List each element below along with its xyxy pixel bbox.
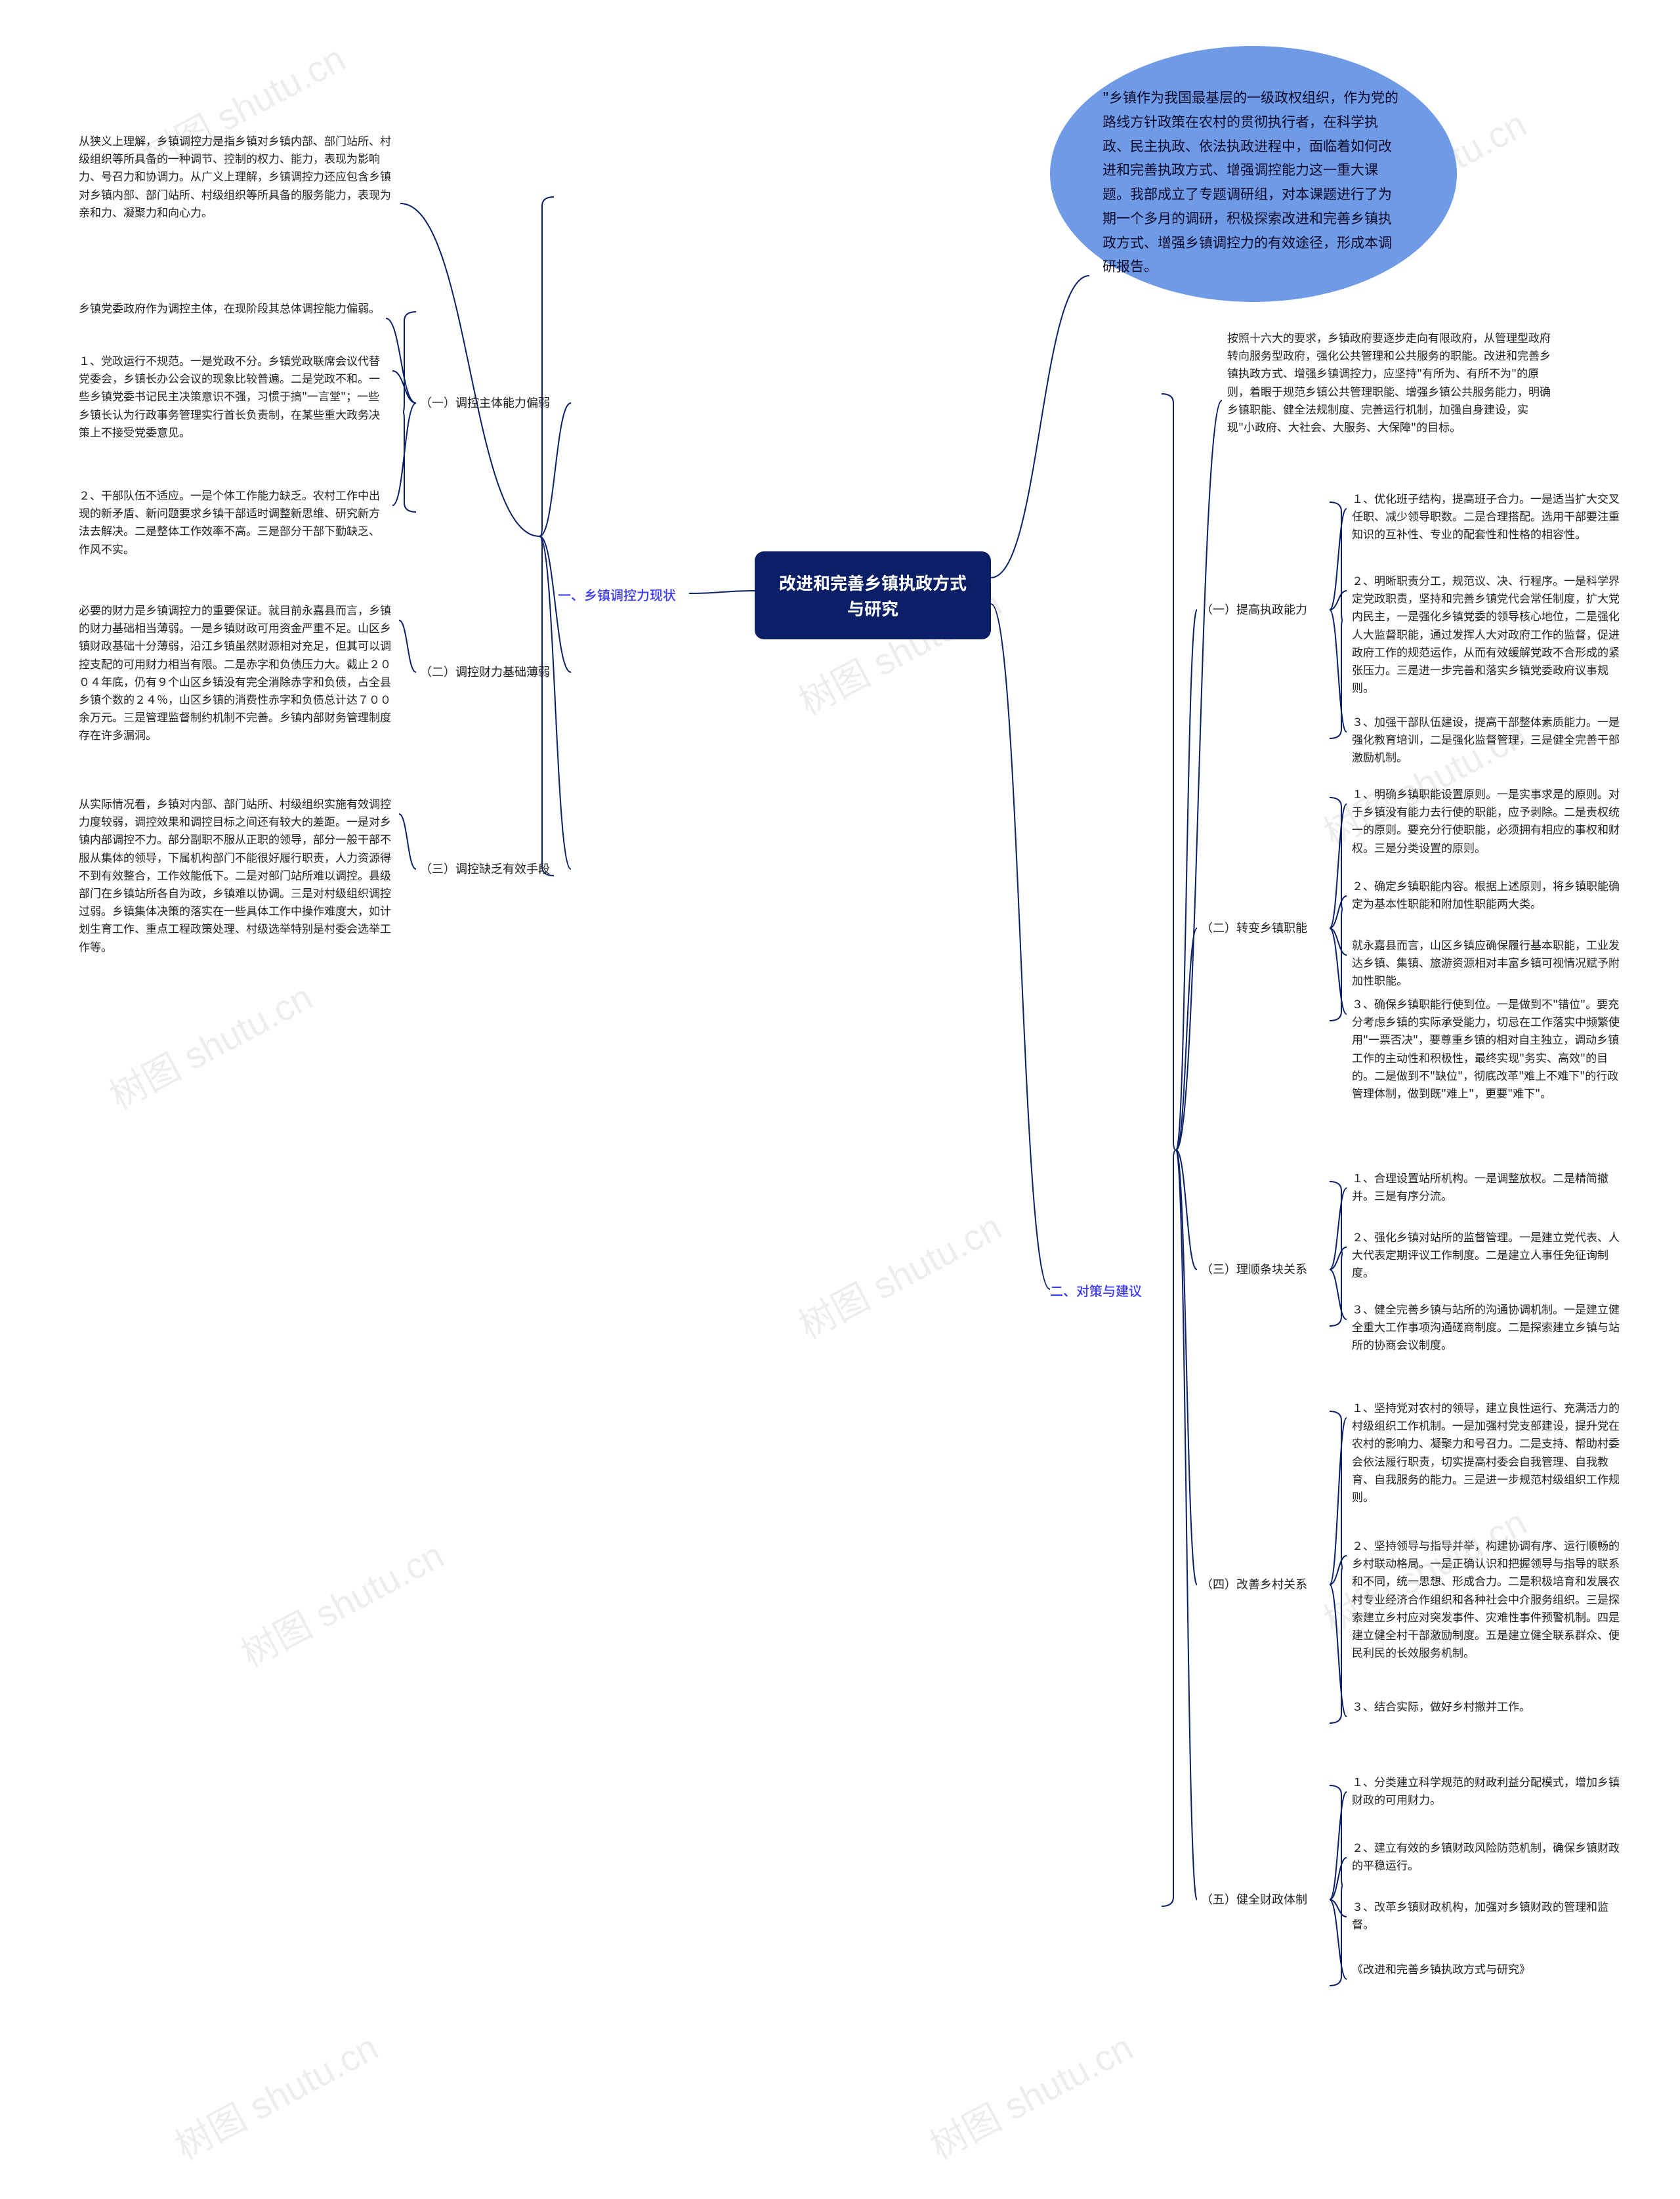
center-topic: 改进和完善乡镇执政方式与研究 (755, 551, 991, 639)
left-item-2-leaf-0: 从实际情况看，乡镇对内部、部门站所、村级组织实施有效调控力度较弱，调控效果和调控… (79, 794, 394, 955)
right-item-3-leaf-2: ３、结合实际，做好乡村撤并工作。 (1352, 1697, 1628, 1715)
left-item-1: （二）调控财力基础薄弱 (420, 663, 571, 681)
right-item-4-leaf-2: ３、改革乡镇财政机构，加强对乡镇财政的管理和监督。 (1352, 1897, 1628, 1932)
left-intro-leaf: 从狭义上理解，乡镇调控力是指乡镇对乡镇内部、部门站所、村级组织等所具备的一种调节… (79, 131, 394, 221)
right-item-2-leaf-0: １、合理设置站所机构。一是调整放权。二是精简撤并。三是有序分流。 (1352, 1168, 1628, 1204)
right-item-1-leaf-3: ３、确保乡镇职能行使到位。一是做到不"错位"。要充分考虑乡镇的实际承受能力，切忌… (1352, 994, 1628, 1101)
right-item-4-leaf-0: １、分类建立科学规范的财政利益分配模式，增加乡镇财政的可用财力。 (1352, 1772, 1628, 1808)
watermark: 树图 shutu.cn (165, 2018, 387, 2170)
branch-left-title: 一、乡镇调控力现状 (558, 584, 702, 605)
right-item-1-leaf-0: １、明确乡镇职能设置原则。一是实事求是的原则。对于乡镇没有能力去行使的职能，应予… (1352, 784, 1628, 856)
right-item-0-leaf-1: ２、明晰职责分工，规范议、决、行程序。一是科学界定党政职责，坚持和完善乡镇党代会… (1352, 571, 1628, 696)
right-item-0: （一）提高执政能力 (1201, 601, 1326, 619)
left-item-0-leaf-1: １、党政运行不规范。一是党政不分。乡镇党政联席会议代替党委会，乡镇长办公会议的现… (79, 351, 387, 440)
watermark: 树图 shutu.cn (230, 1526, 452, 1678)
intro-ellipse: "乡镇作为我国最基层的一级政权组织，作为党的路线方针政策在农村的贯彻执行者，在科… (1050, 46, 1457, 302)
right-item-4: （五）健全财政体制 (1201, 1890, 1326, 1909)
right-item-3: （四）改善乡村关系 (1201, 1575, 1326, 1594)
right-item-4-leaf-1: ２、建立有效的乡镇财政风险防范机制，确保乡镇财政的平稳运行。 (1352, 1838, 1628, 1873)
mindmap-stage: 树图 shutu.cn 树图 shutu.cn 树图 shutu.cn 树图 shut… (0, 0, 1680, 2199)
right-item-0-leaf-2: ３、加强干部队伍建设，提高干部整体素质能力。一是强化教育培训，二是强化监督管理，… (1352, 712, 1628, 766)
right-item-1-leaf-1: ２、确定乡镇职能内容。根据上述原则，将乡镇职能确定为基本性职能和附加性职能两大类… (1352, 876, 1628, 912)
left-item-0-leaf-0: 乡镇党委政府作为调控主体，在现阶段其总体调控能力偏弱。 (79, 299, 381, 316)
right-item-1-leaf-2: 就永嘉县而言，山区乡镇应确保履行基本职能，工业发达乡镇、集镇、旅游资源相对丰富乡… (1352, 935, 1628, 989)
watermark: 树图 shutu.cn (788, 1198, 1010, 1350)
right-item-3-leaf-1: ２、坚持领导与指导并举，构建协调有序、运行顺畅的乡村联动格局。一是正确认识和把握… (1352, 1536, 1628, 1661)
right-item-2-leaf-2: ３、健全完善乡镇与站所的沟通协调机制。一是建立健全重大工作事项沟通磋商制度。二是… (1352, 1300, 1628, 1354)
left-item-1-leaf-0: 必要的财力是乡镇调控力的重要保证。就目前永嘉县而言，乡镇的财力基础相当薄弱。一是… (79, 601, 394, 744)
right-item-2-leaf-1: ２、强化乡镇对站所的监督管理。一是建立党代表、人大代表定期评议工作制度。二是建立… (1352, 1228, 1628, 1281)
right-item-1: （二）转变乡镇职能 (1201, 919, 1326, 937)
right-item-3-leaf-0: １、坚持党对农村的领导，建立良性运行、充满活力的村级组织工作机制。一是加强村党支… (1352, 1398, 1628, 1505)
right-item-4-leaf-3: 《改进和完善乡镇执政方式与研究》 (1352, 1959, 1628, 1977)
left-item-0-leaf-2: ２、干部队伍不适应。一是个体工作能力缺乏。农村工作中出现的新矛盾、新问题要求乡镇… (79, 486, 387, 557)
left-item-2: （三）调控缺乏有效手段 (420, 860, 571, 878)
right-item-0-leaf-0: １、优化班子结构，提高班子合力。一是适当扩大交叉任职、减少领导职数。二是合理搭配… (1352, 489, 1628, 543)
branch-right-title: 二、对策与建议 (1050, 1280, 1168, 1300)
right-intro-leaf: 按照十六大的要求，乡镇政府要逐步走向有限政府，从管理型政府转向服务型政府，强化公… (1227, 328, 1555, 435)
left-item-0: （一）调控主体能力偏弱 (420, 394, 571, 412)
watermark: 树图 shutu.cn (919, 2018, 1141, 2170)
watermark: 树图 shutu.cn (99, 968, 321, 1120)
right-item-2: （三）理顺条块关系 (1201, 1260, 1326, 1279)
